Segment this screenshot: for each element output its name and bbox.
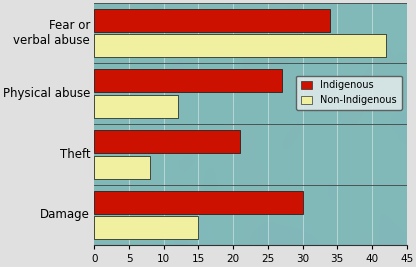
Bar [94,130,240,153]
Bar [94,216,198,239]
Bar [94,95,178,118]
Legend: Indigenous, Non-Indigenous: Indigenous, Non-Indigenous [296,76,402,110]
Bar [94,69,282,92]
Bar [94,191,302,214]
Bar [94,34,386,57]
Bar [94,155,150,179]
Bar [94,9,330,32]
